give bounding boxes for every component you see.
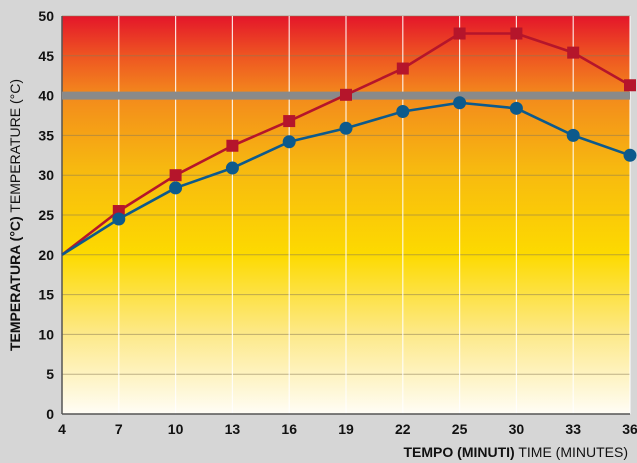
x-tick-label: 33 [565,421,581,437]
y-axis-title-light: TEMPERATURE (°C) [7,79,23,213]
data-point-square [567,46,580,59]
data-point-circle [169,181,183,195]
data-point-circle [112,212,126,226]
x-tick-label: 25 [452,421,468,437]
data-point-circle [509,101,523,115]
y-axis-title: TEMPERATURA (°C) TEMPERATURE (°C) [7,79,23,351]
x-axis-title-light: TIME (MINUTES) [518,444,628,460]
y-tick-label: 25 [38,207,54,223]
x-tick-label: 30 [509,421,525,437]
x-tick-label: 4 [58,421,66,437]
data-point-circle [453,96,467,110]
tick-labels: 0 5 10 15 20 25 30 35 40 45 50 4 7 10 13 16 19 22 25 30 33 36 [38,8,637,437]
data-point-square [396,62,409,75]
data-point-square [283,115,296,128]
data-point-square [453,27,466,40]
data-point-square [624,79,636,92]
x-tick-label: 16 [281,421,297,437]
x-tick-label: 7 [115,421,123,437]
x-tick-label: 10 [168,421,184,437]
data-point-circle [225,161,239,175]
y-tick-label: 45 [38,48,54,64]
y-tick-label: 20 [38,247,54,263]
x-tick-label: 13 [225,421,241,437]
y-axis-title-bold: TEMPERATURA (°C) [7,216,23,351]
y-tick-label: 50 [38,8,54,24]
data-point-square [226,139,239,152]
y-tick-label: 15 [38,287,54,303]
y-tick-label: 30 [38,167,54,183]
data-point-square [510,27,523,40]
x-tick-label: 22 [395,421,411,437]
x-axis-title: TEMPO (MINUTI) TIME (MINUTES) [403,444,628,460]
data-point-circle [396,105,410,119]
data-point-circle [566,128,580,142]
data-point-square [169,169,182,182]
y-tick-label: 10 [38,326,54,342]
data-point-circle [623,148,637,162]
data-point-circle [282,135,296,149]
series-layer [61,27,637,256]
data-point-square [340,88,352,101]
x-axis-title-bold: TEMPO (MINUTI) [403,444,514,460]
y-tick-label: 5 [46,366,54,382]
y-tick-label: 0 [46,406,54,422]
y-tick-label: 35 [38,127,54,143]
x-tick-label: 19 [338,421,354,437]
y-tick-label: 40 [38,88,54,104]
x-tick-label: 36 [622,421,637,437]
data-point-circle [339,121,353,135]
